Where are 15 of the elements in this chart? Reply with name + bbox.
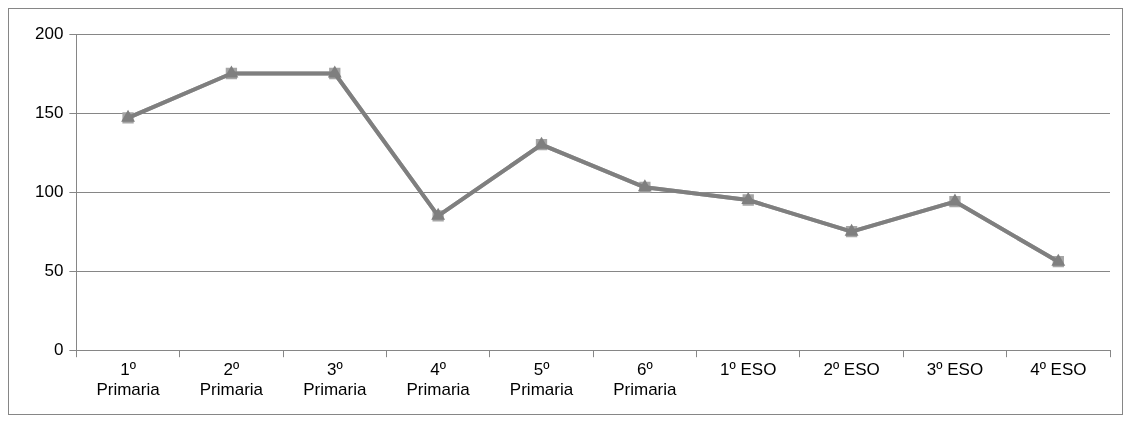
y-tick-label: 50 [44, 260, 64, 280]
x-tick-label: 4º Primaria [406, 360, 471, 400]
y-tick-label: 150 [34, 102, 64, 122]
y-tick-label: 200 [34, 23, 64, 43]
x-tick-label: 2º ESO [823, 360, 880, 380]
x-tick-label: 1º ESO [720, 360, 777, 380]
x-tick-label: 6º Primaria [613, 360, 678, 400]
x-tick-label: 5º Primaria [509, 360, 574, 400]
x-tick-label: 2º Primaria [199, 360, 264, 400]
x-tick-label: 1º Primaria [96, 360, 161, 400]
x-tick-label: 3º ESO [926, 360, 984, 380]
y-tick-label: 100 [34, 181, 64, 201]
y-tick-label: 0 [53, 339, 64, 359]
x-tick-label: 4º ESO [1030, 360, 1087, 380]
x-tick-label: 3º Primaria [303, 360, 367, 400]
